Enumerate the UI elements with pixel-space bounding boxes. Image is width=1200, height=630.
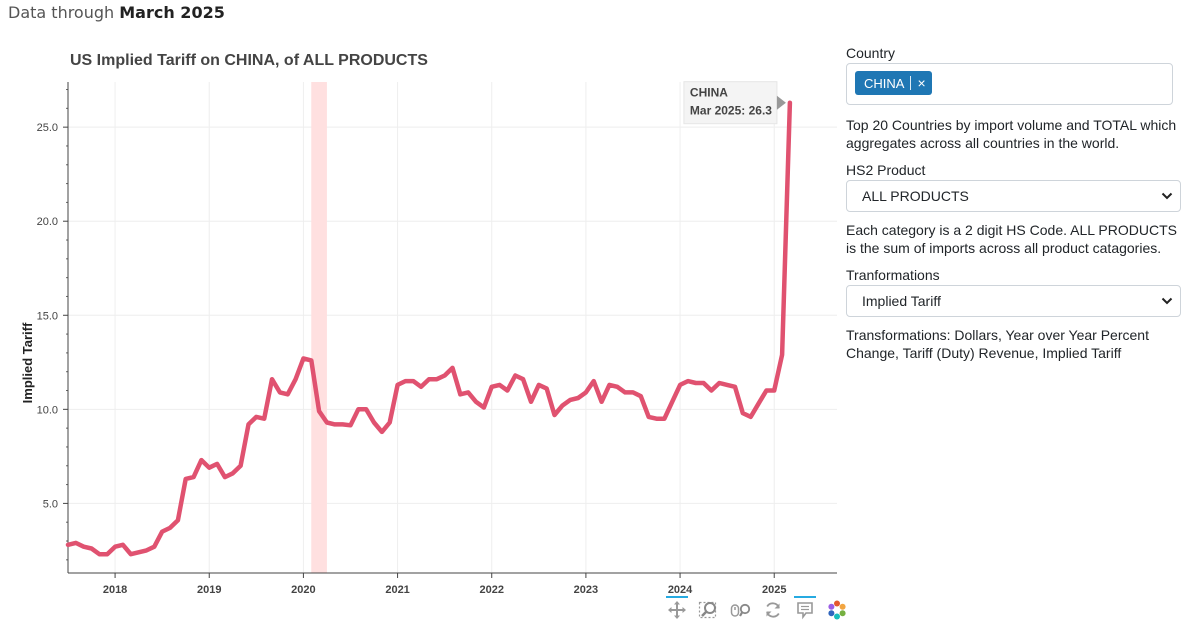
x-tick-label: 2023 — [574, 584, 598, 596]
chevron-down-icon — [1154, 192, 1180, 200]
x-tick-label: 2018 — [103, 584, 127, 596]
box-zoom-tool[interactable] — [696, 596, 722, 624]
product-select[interactable]: ALL PRODUCTS — [846, 180, 1181, 212]
chevron-down-icon — [1154, 297, 1180, 305]
wheel-zoom-tool[interactable] — [728, 596, 754, 624]
pan-tool[interactable] — [664, 596, 690, 624]
product-help-text: Each category is a 2 digit HS Code. ALL … — [846, 222, 1177, 256]
pan-icon — [668, 601, 686, 619]
reset-icon — [766, 602, 780, 618]
box-zoom-icon — [698, 601, 717, 619]
transform-select-value: Implied Tariff — [862, 293, 941, 309]
product-select-value: ALL PRODUCTS — [862, 188, 969, 204]
tooltip-value-text: Mar 2025: 26.3 — [690, 104, 772, 118]
hover-icon — [797, 602, 813, 620]
country-help-text: Top 20 Countries by import volume and TO… — [846, 117, 1177, 151]
product-label: HS2 Product — [846, 162, 926, 178]
transform-select[interactable]: Implied Tariff — [846, 285, 1181, 317]
y-tick-label: 5.0 — [43, 498, 58, 510]
tooltip-box — [683, 81, 778, 125]
transform-label: Tranformations — [846, 267, 940, 283]
country-multiselect[interactable]: CHINA × — [846, 63, 1173, 105]
data-through-period: March 2025 — [119, 3, 225, 22]
country-chip[interactable]: CHINA × — [855, 71, 932, 95]
x-tick-label: 2022 — [479, 584, 503, 596]
country-label: Country — [846, 45, 896, 61]
y-tick-label: 10.0 — [37, 404, 58, 416]
y-tick-label: 25.0 — [37, 122, 58, 134]
country-chip-label: CHINA — [864, 75, 905, 91]
chart-toolbar — [664, 596, 850, 624]
x-tick-label: 2020 — [291, 584, 315, 596]
y-tick-label: 15.0 — [37, 310, 58, 322]
wheel-zoom-icon — [730, 603, 751, 617]
y-axis-label: Implied Tariff — [20, 322, 35, 403]
x-tick-label: 2025 — [762, 584, 786, 596]
x-tick-label: 2021 — [385, 584, 409, 596]
reset-tool[interactable] — [760, 596, 786, 624]
y-tick-label: 20.0 — [37, 216, 58, 228]
data-through-header: Data through March 2025 — [8, 3, 225, 22]
data-through-prefix: Data through — [8, 3, 115, 22]
series-line-china[interactable] — [65, 100, 793, 557]
bokeh-logo[interactable] — [824, 596, 850, 624]
tooltip-series-label: CHINA — [690, 86, 728, 100]
recession-shade — [311, 82, 327, 573]
x-tick-label: 2019 — [197, 584, 221, 596]
hover-tool[interactable] — [792, 596, 818, 624]
transform-help-text: Transformations: Dollars, Year over Year… — [846, 327, 1149, 361]
chip-separator — [910, 76, 912, 90]
remove-country-icon[interactable]: × — [917, 75, 926, 91]
tooltip-pointer — [776, 95, 786, 110]
tariff-line-chart[interactable]: US Implied Tariff on CHINA, of ALL PRODU… — [0, 40, 840, 630]
plot-area: US Implied Tariff on CHINA, of ALL PRODU… — [0, 40, 840, 630]
chart-title: US Implied Tariff on CHINA, of ALL PRODU… — [70, 52, 428, 69]
x-tick-label: 2024 — [668, 584, 693, 596]
bokeh-logo-icon — [828, 600, 846, 620]
